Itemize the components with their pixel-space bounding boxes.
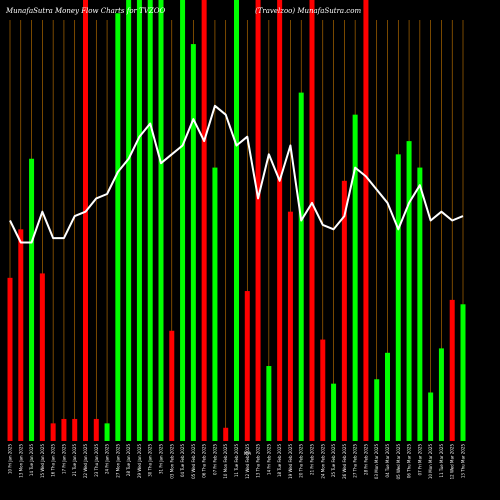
- money-flow-line-layer: [9, 104, 464, 244]
- x-tick-label: 23 Thu Jan 2025: [94, 444, 99, 477]
- x-tick-label: 15 Wed Jan 2025: [40, 444, 45, 478]
- x-tick-label: 21 Fri Feb 2025: [310, 444, 315, 475]
- bar-down: [50, 423, 56, 441]
- chart-title-right: (Travelzoo) MunafaSutra.com: [255, 7, 361, 15]
- bar-down: [309, 0, 315, 441]
- bar-up: [126, 0, 132, 441]
- bar-down: [83, 0, 88, 441]
- bar-down: [277, 0, 283, 441]
- money-flow-bars: [7, 0, 466, 442]
- bar-up: [385, 352, 390, 441]
- bar-down: [169, 330, 175, 441]
- bar-down: [244, 291, 250, 441]
- money-flow-line: [9, 104, 464, 244]
- x-tick-label: 14 Tue Jan 2025: [29, 444, 34, 477]
- bar-up: [234, 0, 239, 441]
- bar-up: [331, 383, 337, 441]
- x-tick-label: 27 Mon Jan 2025: [115, 444, 120, 478]
- x-tick-label: 10 Fri Jan 2025: [8, 444, 13, 474]
- x-tick-label: 25 Tue Feb 2025: [331, 444, 336, 477]
- x-tick-label: 11 Tue Mar 2025: [439, 444, 444, 478]
- x-tick-label: 10 Mon Mar 2025: [428, 444, 433, 480]
- x-tick-label: 19 Wed Feb 2025: [288, 444, 293, 479]
- x-tick-label: 31 Fri Jan 2025: [159, 444, 164, 474]
- x-tick-label: 05 Wed Mar 2025: [396, 444, 401, 480]
- x-tick-label: 27 Thu Feb 2025: [353, 444, 358, 478]
- x-tick-label: 06 Thu Mar 2025: [407, 444, 412, 479]
- x-tick-label: 13 Thu Feb 2025: [256, 444, 261, 478]
- bar-up: [266, 366, 272, 441]
- x-tick-label: 04 Tue Mar 2025: [385, 444, 390, 478]
- bar-down: [93, 418, 99, 441]
- x-tick-label: 10 Mon Feb 2025: [223, 444, 228, 479]
- bar-up: [352, 114, 358, 441]
- x-tick-label: 24 Mon Feb 2025: [320, 444, 325, 479]
- bar-down: [61, 418, 67, 441]
- bar-down: [449, 299, 455, 441]
- x-tick-label: 30 Thu Jan 2025: [148, 444, 153, 477]
- bar-up: [147, 0, 153, 441]
- x-tick-label: 04 Tue Feb 2025: [180, 444, 185, 477]
- x-tick-label: 13 Thu Mar 2025: [461, 444, 466, 479]
- bar-down: [363, 0, 369, 441]
- x-tick-label: 06 Thu Feb 2025: [202, 444, 207, 478]
- bar-up: [180, 0, 186, 441]
- x-tick-label: 26 Wed Feb 2025: [342, 444, 347, 479]
- bar-up: [406, 141, 412, 441]
- x-tick-label: 16 Thu Jan 2025: [51, 444, 56, 477]
- bar-up: [374, 379, 380, 441]
- x-tick-label: 28 Fri Feb 2025: [363, 444, 368, 475]
- x-tick-label: 21 Tue Jan 2025: [72, 444, 77, 477]
- x-tick-label: 03 Mon Mar 2025: [374, 444, 379, 480]
- bar-down: [201, 0, 207, 441]
- bar-down: [320, 339, 326, 441]
- bar-down: [341, 180, 347, 441]
- x-tick-label: 29 Wed Jan 2025: [137, 444, 142, 478]
- x-tick-label: 12 Wed Mar 2025: [450, 444, 455, 480]
- x-tick-label: 03 Mon Feb 2025: [169, 444, 174, 479]
- bar-down: [287, 211, 293, 441]
- bar-up: [104, 423, 110, 441]
- bar-up: [158, 0, 164, 441]
- x-tick-label: 07 Fri Mar 2025: [417, 444, 422, 476]
- bar-down: [7, 277, 13, 441]
- bar-up: [136, 0, 142, 441]
- bar-up: [29, 158, 35, 441]
- x-tick-label: 12 Wed Feb 2025: [245, 444, 250, 479]
- x-tick-labels: 10 Fri Jan 2025 13 Mon Jan 2025 14 Tue Jan…: [8, 444, 466, 480]
- mid-axis-label: N/A: [244, 451, 251, 456]
- x-tick-label: 14 Fri Feb 2025: [266, 444, 271, 475]
- bar-up: [460, 304, 466, 441]
- x-tick-label: 17 Fri Jan 2025: [61, 444, 66, 474]
- bar-up: [212, 167, 218, 441]
- bar-down: [18, 229, 24, 441]
- x-tick-label: 22 Wed Jan 2025: [83, 444, 88, 478]
- x-tick-label: 05 Wed Feb 2025: [191, 444, 196, 479]
- bar-down: [223, 427, 229, 441]
- bar-up: [115, 13, 121, 441]
- x-tick-label: 18 Tue Feb 2025: [277, 444, 282, 477]
- x-tick-label: 24 Fri Jan 2025: [105, 444, 110, 474]
- bar-up: [298, 92, 304, 442]
- x-tick-label: 13 Mon Jan 2025: [18, 444, 23, 478]
- bar-down: [255, 0, 261, 441]
- bar-up: [395, 154, 401, 441]
- bar-up: [417, 167, 423, 441]
- chart-title-left: MunafaSutra Money Flow Charts for TVZOO: [5, 7, 165, 15]
- x-tick-label: 28 Tue Jan 2025: [126, 444, 131, 477]
- x-tick-label: 20 Thu Feb 2025: [299, 444, 304, 478]
- bar-up: [428, 392, 434, 441]
- x-tick-label: 07 Fri Feb 2025: [212, 444, 217, 475]
- bar-up: [190, 44, 196, 441]
- bar-down: [39, 273, 45, 441]
- x-tick-label: 11 Tue Feb 2025: [234, 444, 239, 477]
- bar-up: [438, 348, 444, 441]
- bar-down: [72, 418, 78, 441]
